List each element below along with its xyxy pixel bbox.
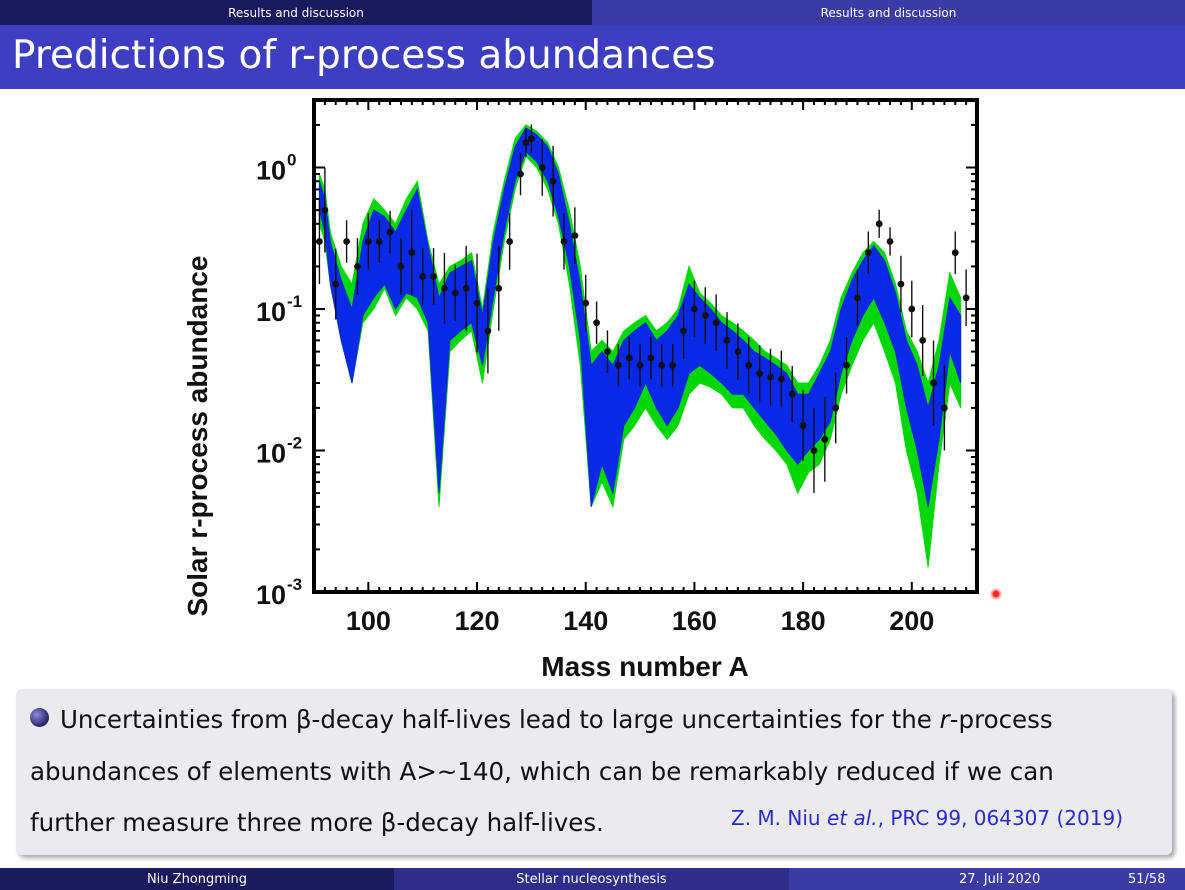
x-tick-label: 200 [889,606,934,636]
data-point [745,361,753,369]
footer-date: 27. Juli 2020 [959,871,1041,887]
data-point [473,299,481,307]
data-point [701,312,709,319]
footer-bar: Niu Zhongming Stellar nucleosynthesis 27… [0,868,1185,890]
data-point [614,361,622,369]
footer-right: 27. Juli 2020 51/58 [789,868,1185,890]
x-tick-label: 120 [455,606,500,636]
x-axis-label: Mass number A [541,651,748,682]
data-point [832,404,840,412]
data-point [962,294,970,302]
data-point [767,373,774,381]
top-navigation: Results and discussion Results and discu… [0,0,1185,25]
data-point [408,249,416,257]
data-point [419,272,427,280]
data-point [582,299,590,307]
title-bar: Predictions of r-process abundances [0,25,1185,89]
data-point [940,404,948,412]
plot-frame [312,98,979,594]
data-point [636,361,644,369]
data-point [777,375,785,383]
footer-page-number: 51/58 [1128,871,1166,887]
data-point [430,272,437,280]
y-axis-label: Solar r-process abundance [182,255,213,616]
x-tick-label: 160 [672,606,717,636]
data-point [506,238,514,245]
data-point [875,220,883,228]
y-tick-exponent: -1 [287,292,302,311]
data-point [756,370,764,377]
data-point [734,348,742,356]
data-point [495,284,503,292]
nav-section-left[interactable]: Results and discussion [0,0,592,25]
data-point [821,435,829,443]
data-point [364,238,372,245]
data-point [517,170,524,178]
data-point [484,327,492,335]
data-point [593,319,600,327]
citation-reference[interactable]: Z. M. Niu et al., PRC 99, 064307 (2019) [731,806,1123,830]
data-point [625,354,633,362]
data-point [321,206,329,214]
data-point [658,361,666,369]
data-point [549,177,557,185]
data-point [669,361,677,369]
summary-line-1: Uncertainties from β-decay half-lives le… [30,705,1053,734]
data-point [386,228,394,236]
nav-section-right[interactable]: Results and discussion [592,0,1185,25]
data-point [886,238,894,245]
y-tick-label: 10 [256,156,286,186]
footer-topic: Stellar nucleosynthesis [394,868,789,890]
data-point [604,348,611,356]
data-point [723,336,731,344]
data-point [441,284,448,292]
data-point [332,280,340,288]
x-tick-label: 140 [563,606,608,636]
data-point [799,422,807,429]
y-tick-exponent: -3 [287,575,302,594]
data-point [712,319,720,327]
laser-pointer-dot [990,588,1002,600]
data-point [647,354,655,362]
data-point [897,280,905,288]
x-tick-label: 100 [346,606,391,636]
footer-author: Niu Zhongming [0,868,394,890]
data-point [522,139,530,146]
y-tick-exponent: -2 [287,434,302,453]
data-point [908,305,916,313]
y-tick-label: 10 [256,439,286,469]
summary-line-2: abundances of elements with A>~140, whic… [30,757,1054,786]
data-point [560,238,568,245]
data-point [397,263,405,270]
y-tick-label: 10 [256,580,286,610]
summary-box: Uncertainties from β-decay half-lives le… [16,689,1172,855]
data-point [951,249,959,257]
data-point [788,390,796,398]
data-point [343,238,351,245]
data-point [462,284,470,292]
data-point [864,249,872,257]
data-point [843,361,850,369]
data-point [691,305,698,313]
y-tick-label: 10 [256,297,286,327]
data-point [919,336,927,344]
data-point [680,327,687,335]
data-point [930,379,937,387]
x-tick-label: 180 [781,606,826,636]
data-point [571,232,579,240]
data-point [854,294,861,302]
data-point [354,263,361,270]
data-point [538,164,546,171]
bullet-icon [30,708,49,727]
data-point [451,289,459,297]
data-point [375,238,383,245]
data-point [527,135,535,143]
summary-line-3: further measure three more β-decay half-… [30,808,604,837]
y-tick-exponent: 0 [287,151,296,170]
slide-title: Predictions of r-process abundances [12,33,716,78]
data-point [810,447,818,454]
